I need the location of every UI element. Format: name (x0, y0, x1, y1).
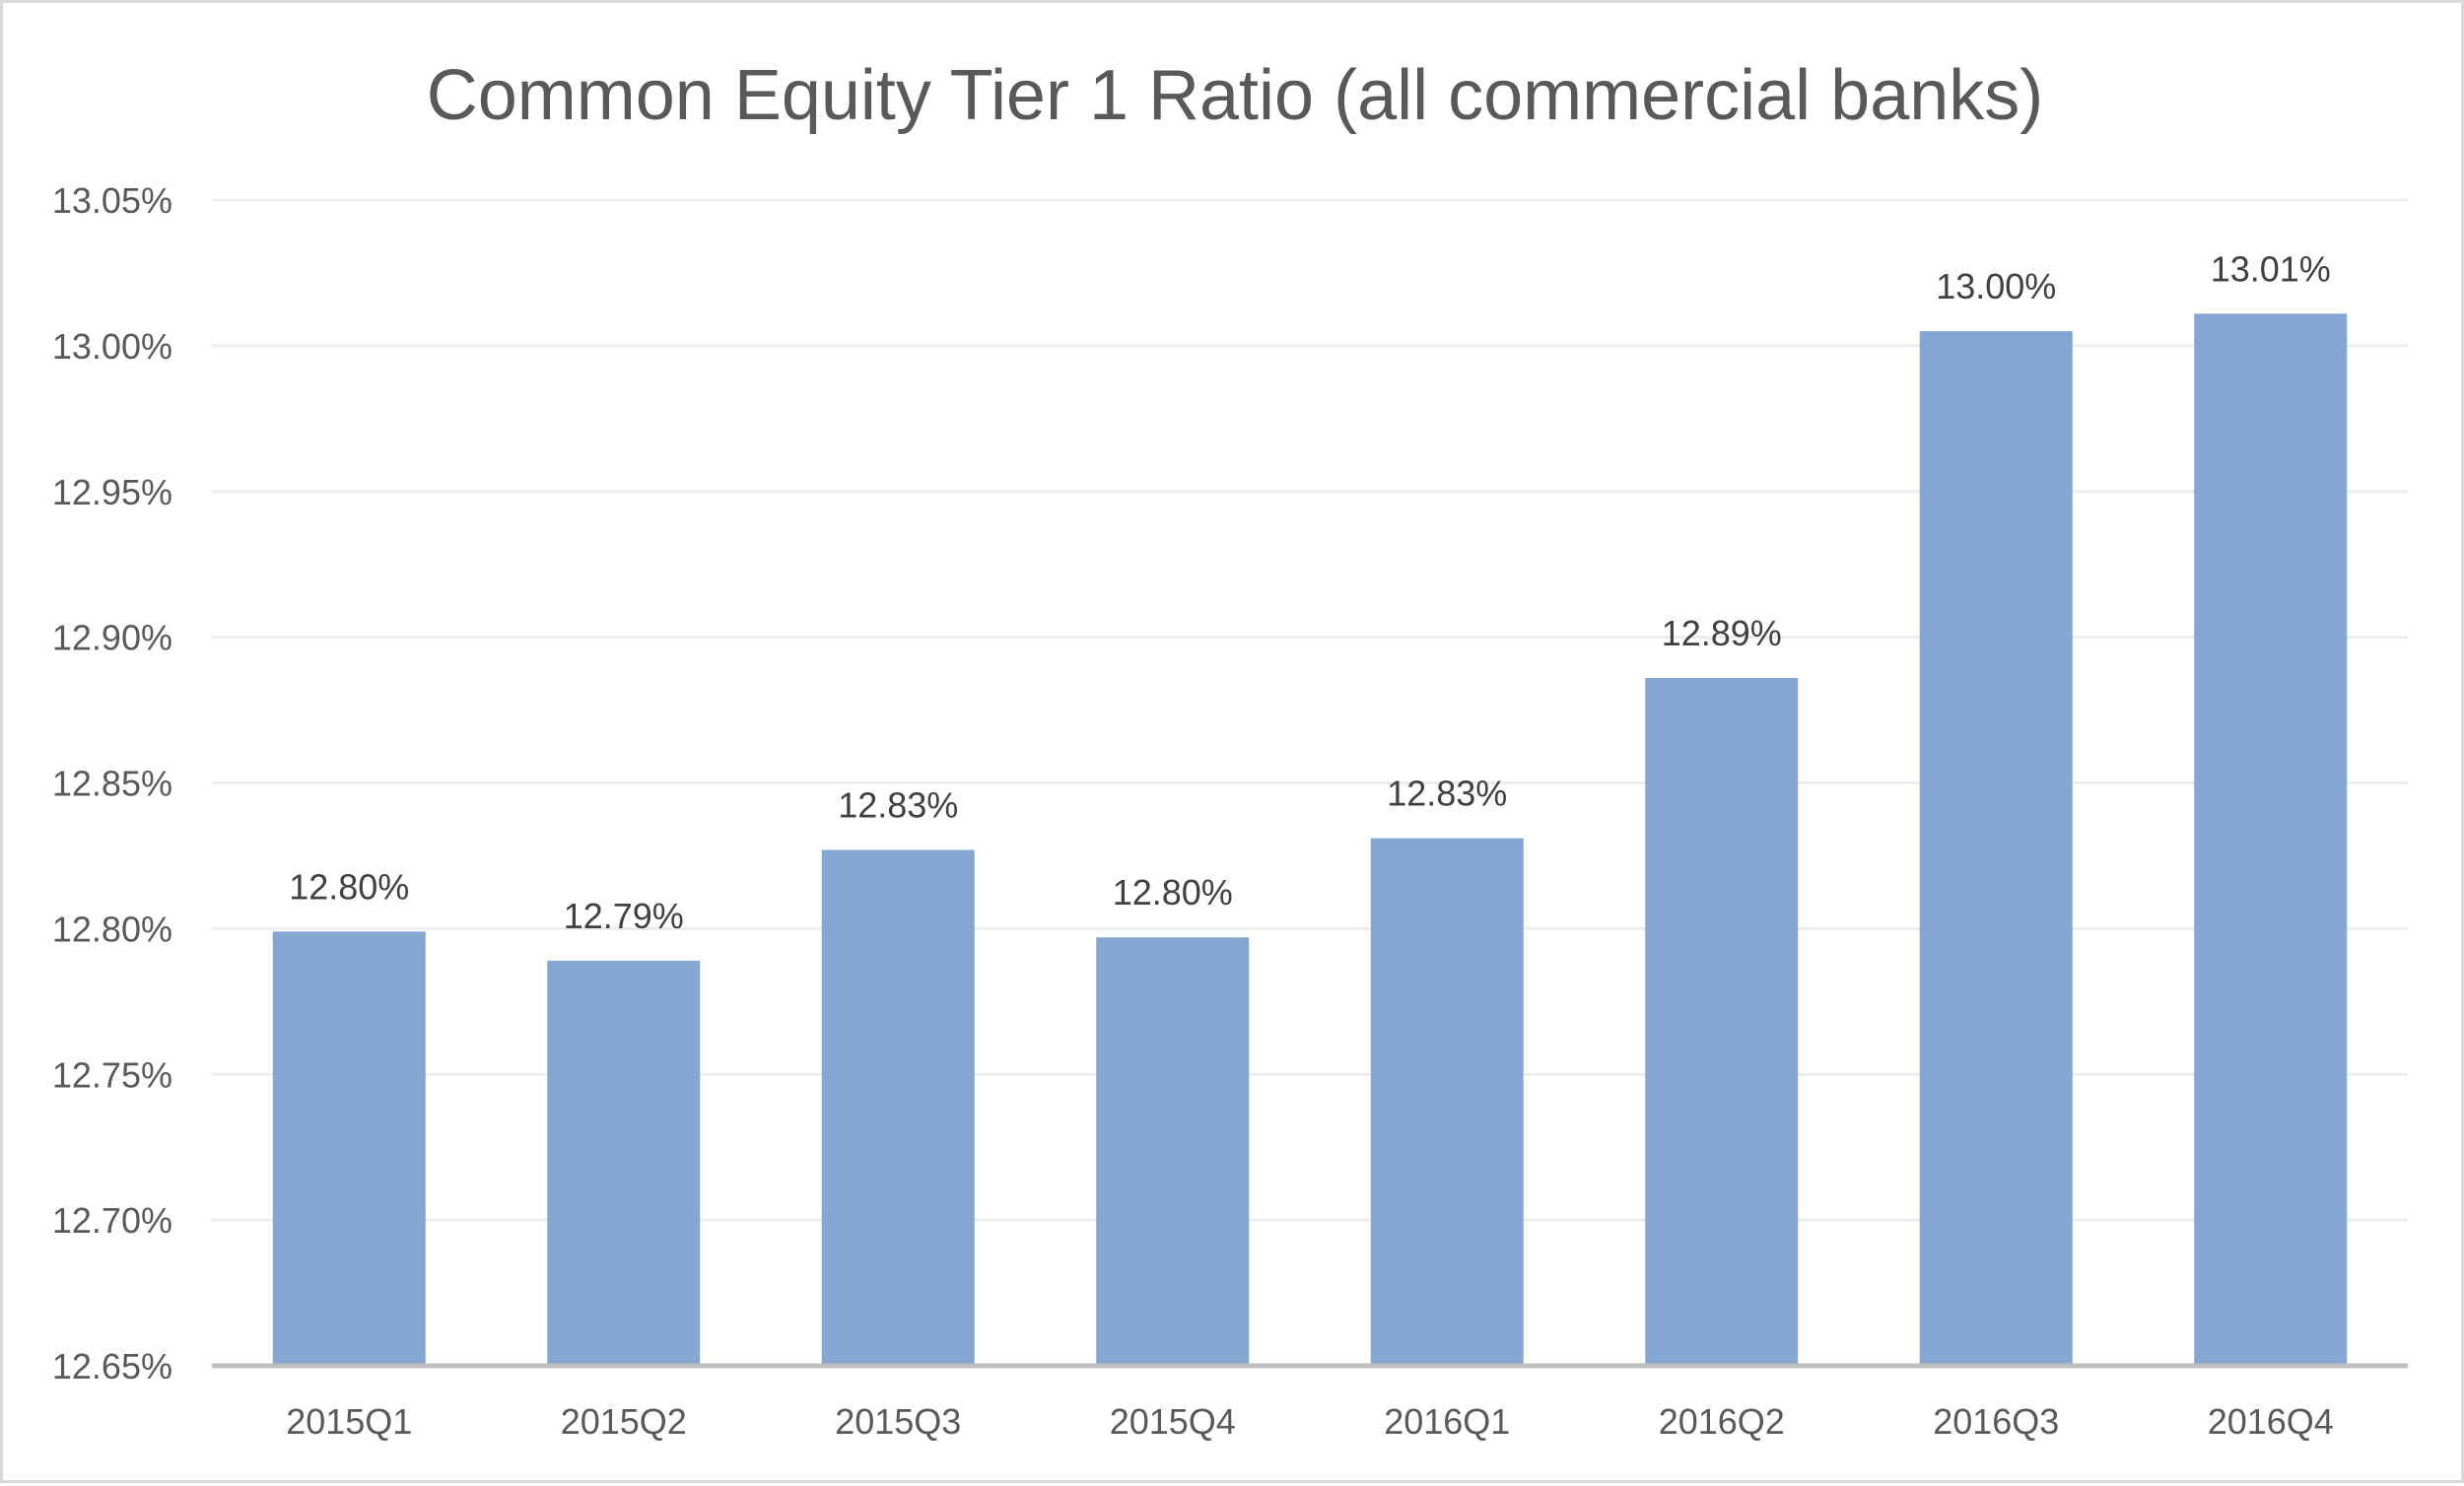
bars (272, 313, 2348, 1366)
x-axis-ticks: 2015Q1 2015Q2 2015Q3 2015Q4 2016Q1 2016Q2 2016… (286, 1401, 2334, 1442)
y-tick-label: 12.65% (52, 1346, 172, 1386)
data-label: 12.89% (1662, 613, 1782, 653)
y-tick-label: 12.80% (52, 909, 172, 949)
bar-2015q1 (272, 931, 426, 1366)
data-label: 12.79% (564, 896, 684, 936)
bar-2016q2 (1645, 678, 1799, 1366)
y-tick-label: 12.85% (52, 764, 172, 804)
y-tick-label: 12.70% (52, 1200, 172, 1241)
x-tick-label: 2015Q3 (835, 1401, 961, 1442)
x-tick-label: 2016Q2 (1659, 1401, 1785, 1442)
y-tick-label: 12.95% (52, 472, 172, 512)
chart-title: Common Equity Tier 1 Ratio (all commerci… (427, 56, 2044, 135)
x-tick-label: 2016Q4 (2208, 1401, 2334, 1442)
data-label: 12.80% (289, 866, 409, 907)
y-tick-label: 12.90% (52, 618, 172, 658)
x-tick-label: 2016Q1 (1384, 1401, 1510, 1442)
data-label: 12.83% (838, 785, 958, 826)
y-tick-label: 12.75% (52, 1054, 172, 1095)
x-tick-label: 2016Q3 (1933, 1401, 2059, 1442)
data-label: 12.83% (1387, 774, 1507, 814)
data-labels: 12.80% 12.79% 12.83% 12.80% 12.83% 12.89% 13.0… (289, 248, 2331, 936)
x-tick-label: 2015Q4 (1110, 1401, 1236, 1442)
bar-2016q3 (1919, 331, 2073, 1366)
bar-2015q4 (1096, 937, 1250, 1366)
y-tick-label: 13.05% (52, 180, 172, 221)
data-label: 13.01% (2211, 248, 2331, 289)
bar-2016q1 (1370, 838, 1524, 1366)
x-tick-label: 2015Q1 (286, 1401, 412, 1442)
y-tick-label: 13.00% (52, 326, 172, 367)
y-axis-ticks: 12.65% 12.70% 12.75% 12.80% 12.85% 12.90% 12.9… (52, 180, 172, 1386)
gridlines (212, 198, 2408, 1222)
data-label: 12.80% (1113, 872, 1233, 912)
bar-2015q2 (547, 960, 701, 1366)
bar-2016q4 (2194, 313, 2348, 1366)
data-label: 13.00% (1936, 266, 2056, 306)
bar-chart: Common Equity Tier 1 Ratio (all commerci… (52, 56, 2408, 1442)
x-tick-label: 2015Q2 (561, 1401, 687, 1442)
bar-2015q3 (821, 849, 975, 1366)
